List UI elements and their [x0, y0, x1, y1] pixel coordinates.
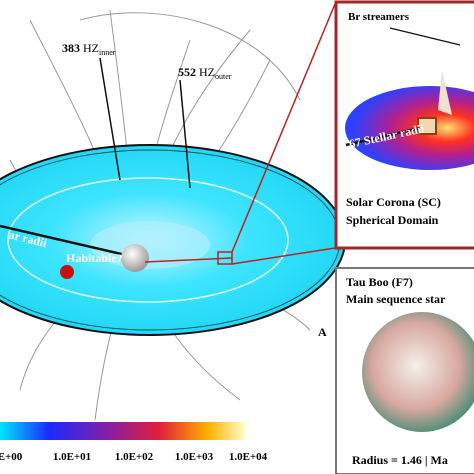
disk-inner-ring [7, 177, 289, 303]
star-sphere [121, 244, 149, 272]
star-surface [362, 312, 474, 432]
planet [60, 265, 74, 279]
hz-outer-label: 552 HZouter [178, 65, 232, 81]
streamer-arrow [389, 27, 461, 46]
colorbar-label: 1.0E+01 [53, 451, 91, 463]
colorbar [0, 422, 245, 440]
hz-arrows [99, 57, 191, 189]
colorbar-label: 1.0E+04 [229, 451, 268, 463]
star-footer: Radius = 1.46 | Ma [352, 453, 448, 467]
colorbar-label: 1.0E+03 [175, 451, 214, 463]
colorbar-labels: E+00 1.0E+01 1.0E+02 1.0E+03 1.0E+04 [0, 451, 268, 463]
corona-radius-line [345, 126, 421, 147]
star-subtitle: Main sequence star [346, 292, 446, 306]
connector-arrow [144, 257, 233, 263]
hz-inner-label: 383 HZinner [62, 41, 116, 57]
star-title: Tau Boo (F7) [346, 275, 413, 289]
streamer [438, 70, 452, 115]
planet-label: Habitable? [66, 251, 123, 265]
corona-caption: Spherical Domain [346, 213, 439, 227]
corona-box [417, 117, 437, 135]
streamers-label: Br streamers [348, 11, 410, 23]
connector-top [231, 3, 336, 253]
panel-letter: A [318, 325, 327, 339]
connector-bottom [231, 247, 336, 265]
corona-caption: Solar Corona (SC) [346, 195, 441, 209]
radius-line [0, 224, 131, 258]
colorbar-label: E+00 [0, 451, 23, 463]
disk-center [90, 221, 210, 269]
colorbar-label: 1.0E+02 [115, 451, 154, 463]
